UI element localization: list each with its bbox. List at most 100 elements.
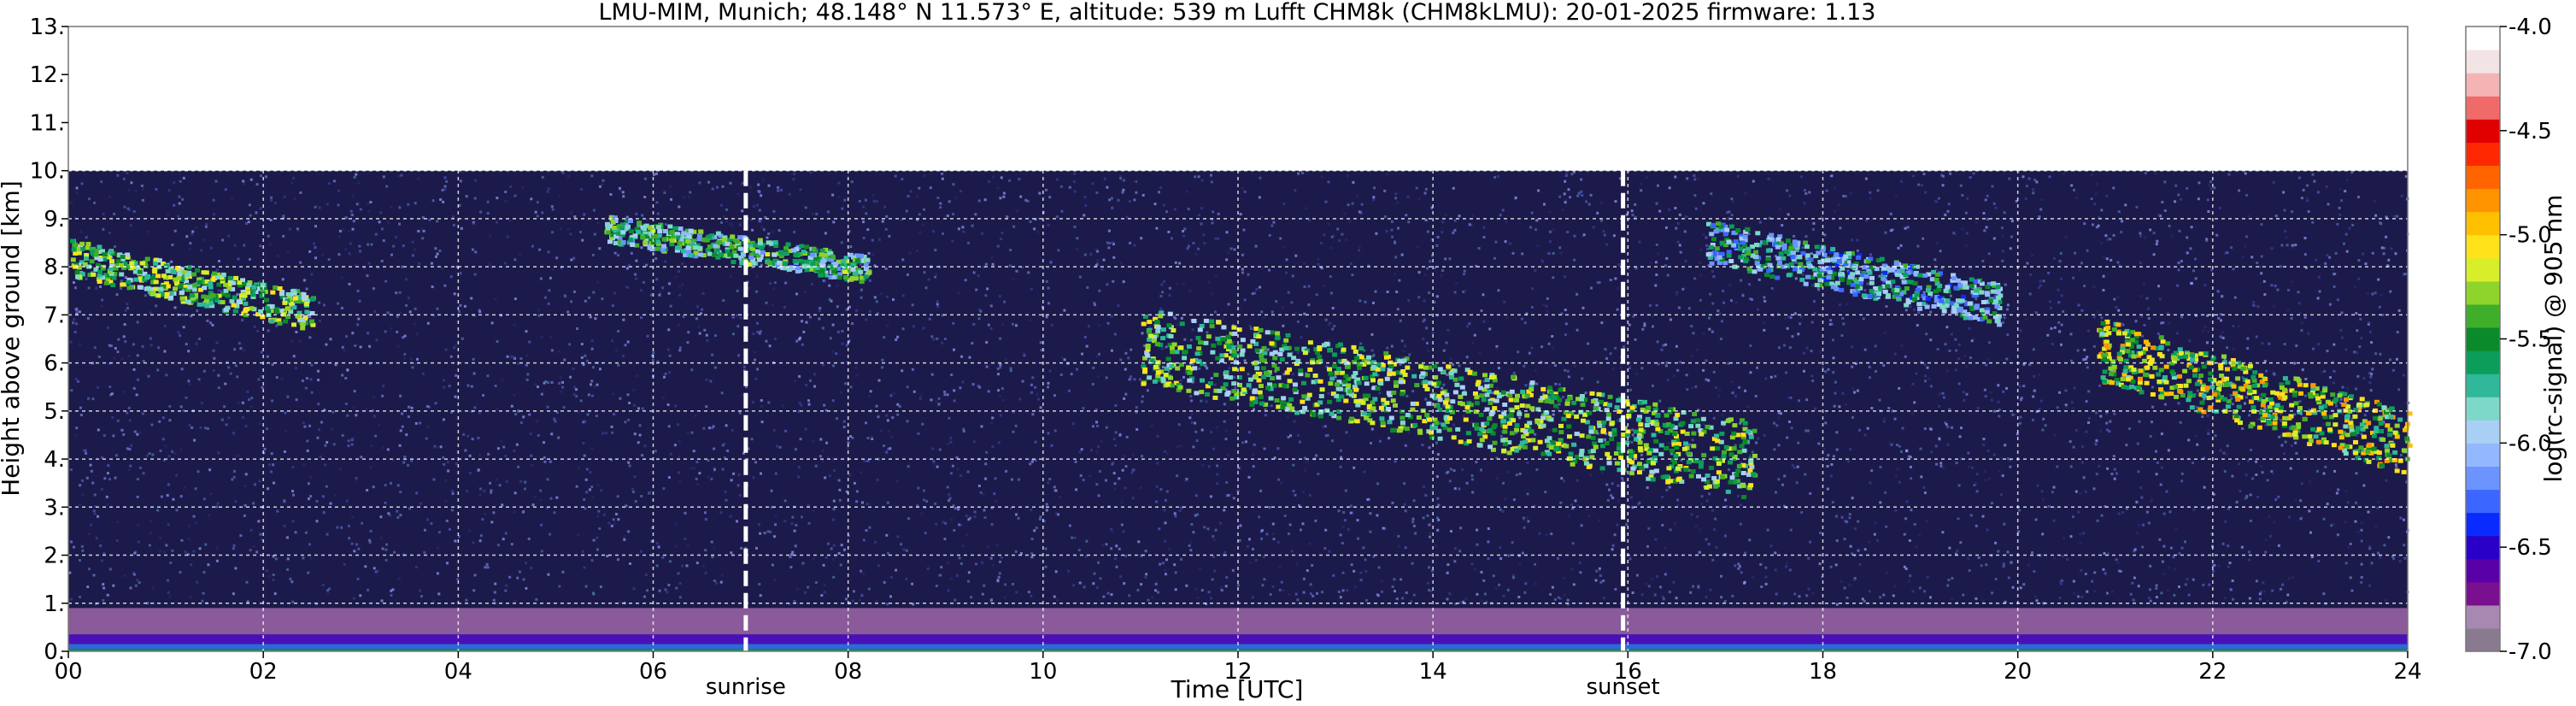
noise-pixel — [258, 280, 261, 284]
noise-pixel — [1186, 247, 1189, 250]
noise-pixel — [2394, 463, 2397, 467]
noise-pixel — [1660, 348, 1664, 351]
noise-pixel — [344, 247, 348, 250]
noise-pixel — [2147, 307, 2150, 310]
noise-pixel — [656, 458, 660, 462]
noise-pixel — [2297, 291, 2300, 294]
noise-pixel — [318, 301, 321, 304]
noise-pixel — [1894, 509, 1898, 512]
noise-pixel — [1675, 344, 1678, 348]
noise-pixel — [1446, 470, 1450, 474]
noise-pixel — [1431, 569, 1435, 573]
noise-pixel — [1959, 184, 1963, 187]
noise-pixel — [307, 482, 310, 485]
noise-pixel — [1502, 481, 1505, 485]
noise-pixel — [2149, 599, 2152, 603]
noise-pixel — [1940, 267, 1944, 270]
noise-pixel — [549, 460, 552, 463]
noise-pixel — [82, 449, 85, 452]
noise-pixel — [1763, 299, 1767, 303]
noise-pixel — [1506, 588, 1510, 591]
noise-pixel — [2407, 528, 2410, 532]
noise-pixel — [347, 524, 350, 527]
noise-pixel — [585, 491, 589, 494]
noise-pixel — [1039, 341, 1042, 344]
noise-pixel — [1581, 377, 1584, 380]
noise-pixel — [1991, 502, 1993, 505]
noise-pixel — [2090, 174, 2093, 176]
noise-pixel — [73, 545, 75, 549]
noise-pixel — [399, 514, 402, 517]
noise-pixel — [496, 197, 499, 200]
noise-pixel — [328, 587, 332, 591]
noise-pixel — [2066, 558, 2069, 561]
noise-pixel — [89, 463, 92, 467]
noise-pixel — [818, 309, 821, 313]
noise-pixel — [2077, 510, 2080, 514]
noise-pixel — [1189, 395, 1193, 398]
noise-pixel — [1965, 232, 1969, 235]
noise-pixel — [1497, 289, 1500, 292]
noise-pixel — [478, 309, 481, 312]
noise-pixel — [788, 192, 791, 196]
noise-pixel — [645, 263, 648, 267]
noise-pixel — [568, 343, 572, 346]
noise-pixel — [1268, 506, 1271, 509]
noise-pixel — [1045, 509, 1048, 512]
noise-pixel — [2019, 398, 2022, 402]
noise-pixel — [1430, 238, 1434, 241]
noise-pixel — [343, 349, 346, 352]
noise-pixel — [2351, 223, 2355, 227]
noise-pixel — [1459, 527, 1463, 530]
noise-pixel — [2395, 466, 2398, 468]
noise-pixel — [1373, 186, 1376, 190]
noise-pixel — [1291, 351, 1294, 355]
noise-pixel — [768, 245, 772, 249]
noise-pixel — [889, 595, 892, 598]
noise-pixel — [446, 562, 449, 565]
noise-pixel — [1356, 519, 1359, 522]
noise-pixel — [924, 532, 927, 535]
noise-pixel — [253, 483, 256, 486]
noise-pixel — [1861, 597, 1864, 601]
noise-pixel — [1631, 428, 1634, 432]
noise-pixel — [2326, 254, 2329, 257]
noise-pixel — [2056, 465, 2059, 468]
noise-pixel — [931, 447, 935, 450]
noise-pixel — [1981, 515, 1985, 518]
noise-pixel — [1082, 407, 1085, 410]
noise-pixel — [1992, 237, 1996, 240]
noise-pixel — [1080, 448, 1083, 451]
noise-pixel — [1564, 275, 1566, 279]
noise-pixel — [1945, 369, 1949, 373]
noise-pixel — [2337, 488, 2340, 491]
noise-pixel — [1282, 203, 1286, 205]
noise-pixel — [1083, 214, 1086, 217]
noise-pixel — [1442, 404, 1446, 408]
noise-pixel — [869, 390, 872, 393]
noise-pixel — [1359, 571, 1363, 574]
noise-pixel — [329, 338, 332, 341]
noise-pixel — [2196, 389, 2199, 392]
noise-pixel — [804, 206, 807, 209]
noise-pixel — [1308, 493, 1311, 497]
noise-pixel — [249, 528, 253, 532]
noise-pixel — [454, 539, 457, 543]
noise-pixel — [1847, 460, 1850, 463]
noise-pixel — [318, 428, 320, 432]
noise-pixel — [1005, 469, 1008, 473]
noise-pixel — [402, 336, 405, 339]
noise-pixel — [126, 172, 129, 174]
noise-pixel — [2073, 188, 2075, 191]
noise-pixel — [2104, 572, 2107, 575]
noise-pixel — [1015, 513, 1018, 516]
noise-pixel — [2070, 184, 2074, 187]
noise-pixel — [441, 267, 443, 270]
noise-pixel — [2370, 341, 2374, 344]
noise-pixel — [401, 265, 404, 268]
noise-pixel — [2202, 329, 2205, 332]
noise-pixel — [797, 338, 801, 341]
noise-pixel — [555, 496, 559, 499]
noise-pixel — [1383, 189, 1387, 192]
noise-pixel — [1911, 412, 1915, 415]
